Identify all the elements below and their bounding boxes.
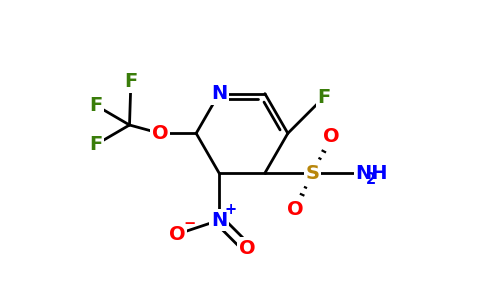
Text: NH: NH	[355, 164, 388, 182]
Text: −: −	[183, 215, 195, 230]
Text: N: N	[211, 84, 227, 103]
Text: O: O	[152, 124, 168, 143]
Text: F: F	[90, 96, 103, 115]
Text: S: S	[305, 164, 319, 182]
Text: O: O	[287, 200, 304, 219]
Text: F: F	[124, 72, 137, 92]
Text: O: O	[169, 225, 186, 244]
Text: F: F	[318, 88, 331, 107]
Text: O: O	[323, 128, 340, 146]
Text: O: O	[239, 238, 255, 257]
Text: N: N	[211, 211, 227, 230]
Text: +: +	[225, 202, 237, 217]
Text: 2: 2	[365, 172, 376, 188]
Text: F: F	[90, 135, 103, 154]
